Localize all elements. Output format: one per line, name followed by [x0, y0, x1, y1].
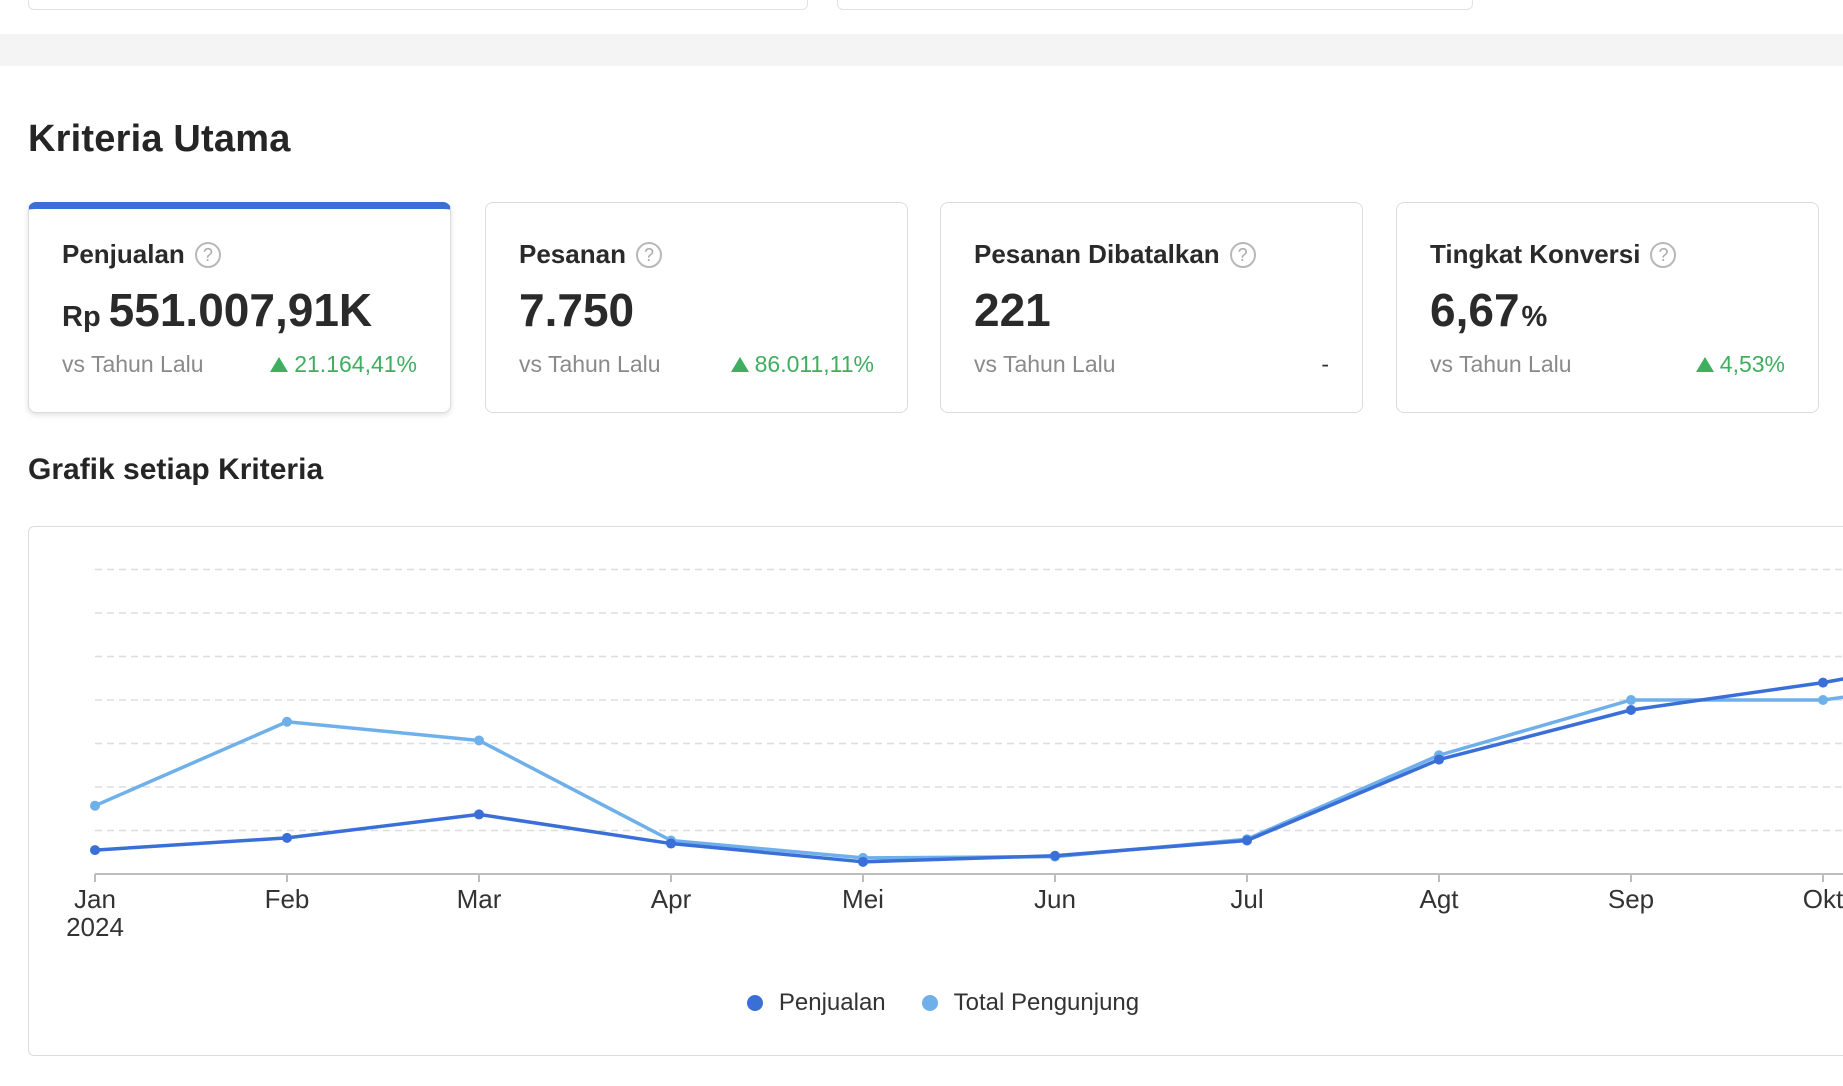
grid-lines: [95, 568, 1843, 832]
data-point: [90, 800, 100, 811]
data-point: [474, 735, 484, 746]
x-tick-label: Jan: [74, 884, 116, 914]
trend-up-icon: [270, 357, 289, 372]
metric-value-number: 551.007,91K: [108, 284, 373, 336]
metric-value-number: 7.750: [519, 284, 635, 336]
comparison-label: vs Tahun Lalu: [519, 351, 661, 377]
chart-card: JanFebMarAprMeiJunJulAgtSepOktNov2024 Pe…: [28, 526, 1843, 1056]
data-point: [1626, 705, 1636, 716]
data-point: [858, 856, 868, 867]
change-indicator: 86.011,11%: [730, 351, 874, 378]
data-point: [666, 838, 676, 849]
x-tick-label: Jun: [1034, 884, 1076, 914]
top-card-left: [28, 0, 808, 10]
help-icon[interactable]: ?: [1229, 241, 1256, 268]
legend-label: Total Pengunjung: [953, 989, 1140, 1016]
metric-title: Tingkat Konversi: [1430, 239, 1641, 269]
change-value: 86.011,11%: [754, 351, 874, 377]
metric-footer: vs Tahun Lalu 86.011,11%: [519, 351, 874, 378]
metric-header: Tingkat Konversi ?: [1430, 239, 1677, 270]
metric-header: Pesanan ?: [519, 239, 662, 270]
section-title: Kriteria Utama: [28, 118, 291, 160]
currency-prefix: Rp: [62, 301, 101, 333]
legend-label: Penjualan: [778, 989, 886, 1016]
metric-header: Pesanan Dibatalkan ?: [974, 239, 1256, 270]
metric-value: 6,67%: [1430, 283, 1547, 337]
metric-title: Pesanan Dibatalkan: [974, 239, 1220, 269]
chart-title: Grafik setiap Kriteria: [28, 453, 324, 486]
x-tick-label: Sep: [1608, 884, 1654, 914]
metric-footer: vs Tahun Lalu 4,53%: [1430, 351, 1785, 378]
x-tick-label: Jul: [1230, 884, 1263, 914]
legend-item-total-pengunjung[interactable]: Total Pengunjung: [921, 989, 1140, 1017]
percent-suffix: %: [1521, 301, 1548, 333]
x-tick-label: Okt: [1803, 884, 1843, 914]
change-indicator: 4,53%: [1695, 351, 1785, 378]
metric-value-number: 221: [974, 284, 1051, 336]
x-axis: JanFebMarAprMeiJunJulAgtSepOktNov2024: [66, 873, 1843, 942]
change-value: 21.164,41%: [294, 351, 417, 377]
comparison-label: vs Tahun Lalu: [62, 351, 204, 377]
metric-value: 221: [974, 283, 1051, 337]
metric-footer: vs Tahun Lalu 21.164,41%: [62, 351, 417, 378]
data-point: [1818, 677, 1828, 688]
change-indicator: 21.164,41%: [270, 351, 417, 378]
x-tick-label: Mar: [457, 884, 502, 914]
series-line: [94, 677, 1843, 864]
data-point: [1626, 695, 1636, 705]
metric-card-tingkat-konversi[interactable]: Tingkat Konversi ? 6,67% vs Tahun Lalu 4…: [1396, 202, 1819, 413]
metric-card-penjualan[interactable]: Penjualan ? Rp 551.007,91K vs Tahun Lalu …: [28, 202, 451, 413]
line-chart: JanFebMarAprMeiJunJulAgtSepOktNov2024: [66, 568, 1843, 942]
data-point: [1050, 850, 1060, 861]
metric-title: Penjualan: [62, 239, 185, 269]
comparison-label: vs Tahun Lalu: [1430, 351, 1572, 377]
top-card-right: [837, 0, 1473, 10]
metric-value: 7.750: [519, 283, 634, 337]
data-point: [474, 809, 484, 820]
help-icon[interactable]: ?: [635, 241, 662, 268]
metric-title: Pesanan: [519, 239, 626, 269]
change-indicator: -: [1321, 351, 1329, 378]
trend-up-icon: [1695, 357, 1714, 372]
metric-card-pesanan[interactable]: Pesanan ? 7.750 vs Tahun Lalu 86.011,11%: [485, 202, 908, 413]
metric-value-number: 6,67: [1430, 284, 1520, 336]
section-divider: [0, 34, 1843, 66]
x-tick-label: Feb: [265, 884, 310, 914]
data-point: [282, 716, 292, 727]
metric-value: Rp 551.007,91K: [62, 283, 372, 337]
series-lines: [90, 677, 1843, 867]
x-tick-label: Mei: [842, 884, 884, 914]
change-value: 4,53%: [1719, 351, 1785, 377]
x-year-label: 2024: [66, 912, 124, 942]
data-point: [1434, 754, 1444, 765]
comparison-label: vs Tahun Lalu: [974, 351, 1116, 377]
data-point: [1242, 835, 1252, 846]
help-icon[interactable]: ?: [1650, 241, 1677, 268]
chart-legend: Penjualan Total Pengunjung: [29, 989, 1843, 1017]
x-tick-label: Agt: [1419, 884, 1459, 914]
legend-dot: [746, 995, 763, 1011]
legend-item-penjualan[interactable]: Penjualan: [746, 989, 886, 1017]
data-point: [282, 832, 292, 843]
trend-up-icon: [730, 357, 749, 372]
legend-dot: [921, 995, 938, 1011]
top-strip: [0, 0, 1843, 34]
data-point: [1818, 695, 1828, 705]
change-value: -: [1321, 351, 1329, 377]
metric-card-pesanan-dibatalkan[interactable]: Pesanan Dibatalkan ? 221 vs Tahun Lalu -: [940, 202, 1363, 413]
data-point: [90, 845, 100, 856]
metric-footer: vs Tahun Lalu -: [974, 351, 1329, 378]
help-icon[interactable]: ?: [194, 241, 221, 268]
metric-header: Penjualan ?: [62, 239, 221, 270]
x-tick-label: Apr: [651, 884, 692, 914]
